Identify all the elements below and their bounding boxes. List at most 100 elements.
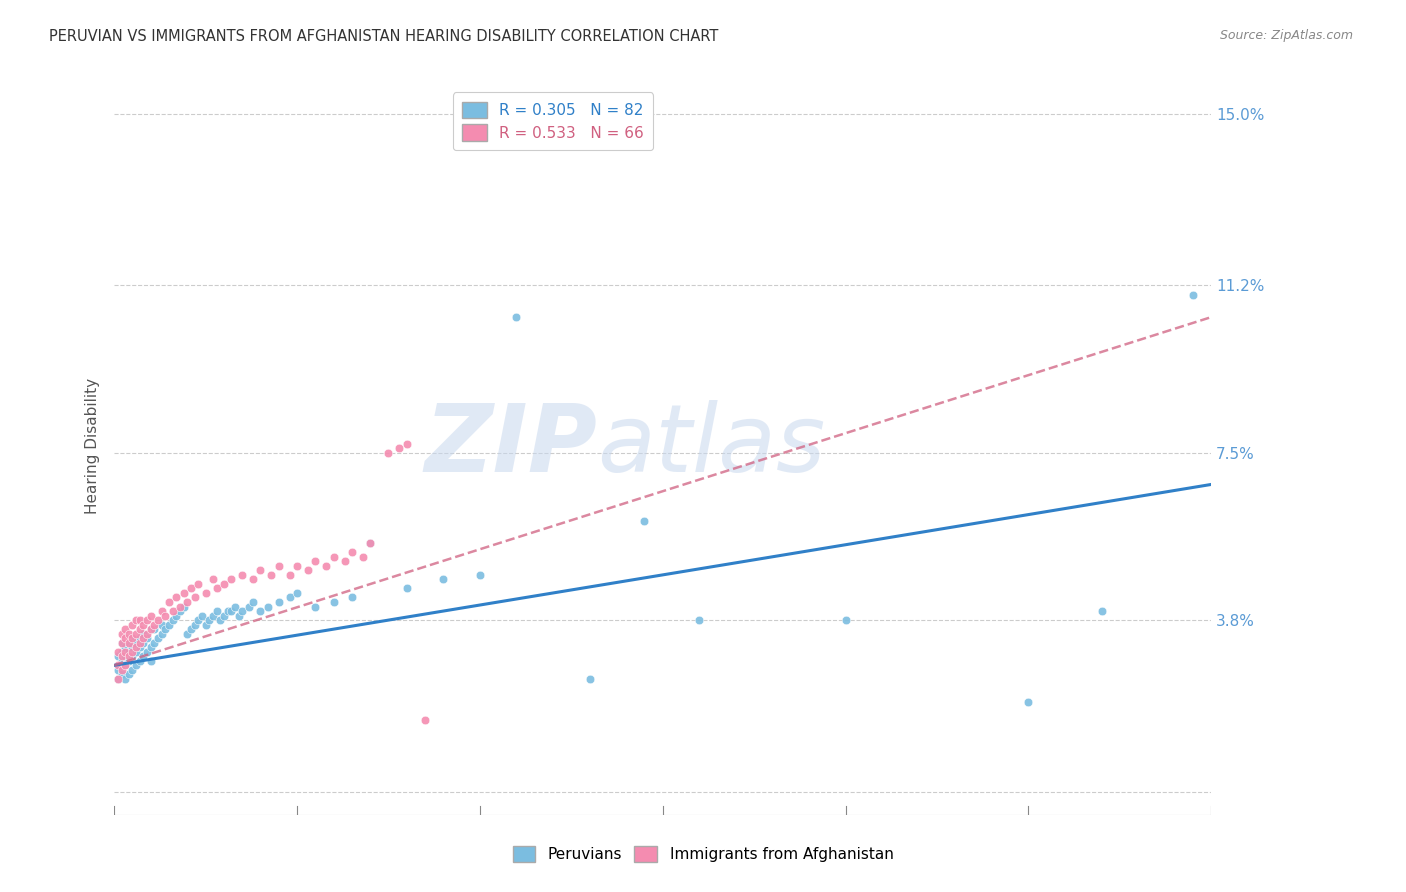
Point (183, 617, 205, 632)
Point (165, 608, 187, 623)
Point (377, 446, 399, 460)
Point (121, 617, 143, 632)
Point (107, 645, 129, 659)
Point (118, 649, 141, 664)
Point (118, 626, 141, 640)
Point (198, 613, 221, 627)
Point (114, 640, 136, 655)
Point (121, 631, 143, 645)
Point (139, 654, 162, 668)
Point (256, 599, 278, 614)
Point (395, 582, 418, 596)
Point (219, 573, 242, 587)
Point (242, 573, 264, 587)
Point (242, 595, 264, 609)
Point (107, 658, 129, 673)
Point (231, 567, 253, 582)
Point (143, 636, 166, 650)
Point (212, 577, 235, 591)
Point (176, 595, 198, 609)
Point (359, 536, 381, 550)
Point (352, 549, 374, 564)
Point (132, 626, 155, 640)
Point (333, 554, 356, 568)
Point (278, 591, 301, 605)
Point (180, 582, 202, 596)
Point (118, 636, 141, 650)
Point (388, 442, 411, 456)
Point (505, 310, 527, 325)
Point (118, 654, 141, 668)
Point (304, 554, 326, 568)
Point (278, 567, 301, 582)
Point (228, 608, 250, 623)
Point (110, 667, 132, 681)
Point (132, 617, 155, 632)
Point (169, 599, 191, 614)
Point (194, 617, 217, 632)
Y-axis label: Hearing Disability: Hearing Disability (86, 378, 100, 514)
Point (155, 608, 177, 623)
Point (205, 604, 228, 618)
Point (136, 613, 159, 627)
Point (176, 626, 198, 640)
Point (219, 604, 242, 618)
Point (201, 573, 224, 587)
Point (118, 667, 141, 681)
Legend: R = 0.305   N = 82, R = 0.533   N = 66: R = 0.305 N = 82, R = 0.533 N = 66 (453, 93, 652, 150)
Point (191, 608, 214, 623)
Point (107, 672, 129, 686)
Point (183, 591, 205, 605)
Point (157, 595, 180, 609)
Point (162, 613, 184, 627)
Point (238, 599, 260, 614)
Point (173, 599, 195, 614)
Point (217, 604, 239, 618)
Point (139, 622, 162, 636)
Point (110, 649, 132, 664)
Point (150, 626, 173, 640)
Point (118, 636, 141, 650)
Point (322, 549, 344, 564)
Point (205, 582, 228, 596)
Point (132, 636, 155, 650)
Point (267, 558, 290, 573)
Point (633, 514, 655, 528)
Point (231, 604, 253, 618)
Point (128, 631, 150, 645)
Point (121, 631, 143, 645)
Point (128, 622, 150, 636)
Point (150, 604, 173, 618)
Point (1181, 287, 1204, 301)
Point (180, 622, 202, 636)
Point (155, 622, 177, 636)
Point (121, 640, 143, 655)
Point (162, 604, 184, 618)
Point (128, 613, 150, 627)
Point (125, 640, 148, 655)
Point (114, 622, 136, 636)
Point (267, 595, 290, 609)
Point (413, 713, 436, 727)
Point (150, 617, 173, 632)
Point (165, 591, 187, 605)
Point (125, 645, 148, 659)
Point (224, 599, 246, 614)
Point (125, 626, 148, 640)
Point (201, 608, 224, 623)
Point (322, 595, 344, 609)
Point (107, 663, 129, 677)
Point (209, 613, 232, 627)
Point (110, 645, 132, 659)
Point (297, 563, 319, 577)
Text: PERUVIAN VS IMMIGRANTS FROM AFGHANISTAN HEARING DISABILITY CORRELATION CHART: PERUVIAN VS IMMIGRANTS FROM AFGHANISTAN … (49, 29, 718, 44)
Point (128, 654, 150, 668)
Point (249, 563, 271, 577)
Point (340, 591, 363, 605)
Point (139, 640, 162, 655)
Point (128, 636, 150, 650)
Legend: Peruvians, Immigrants from Afghanistan: Peruvians, Immigrants from Afghanistan (506, 840, 900, 868)
Point (157, 617, 180, 632)
Point (121, 645, 143, 659)
Point (110, 636, 132, 650)
